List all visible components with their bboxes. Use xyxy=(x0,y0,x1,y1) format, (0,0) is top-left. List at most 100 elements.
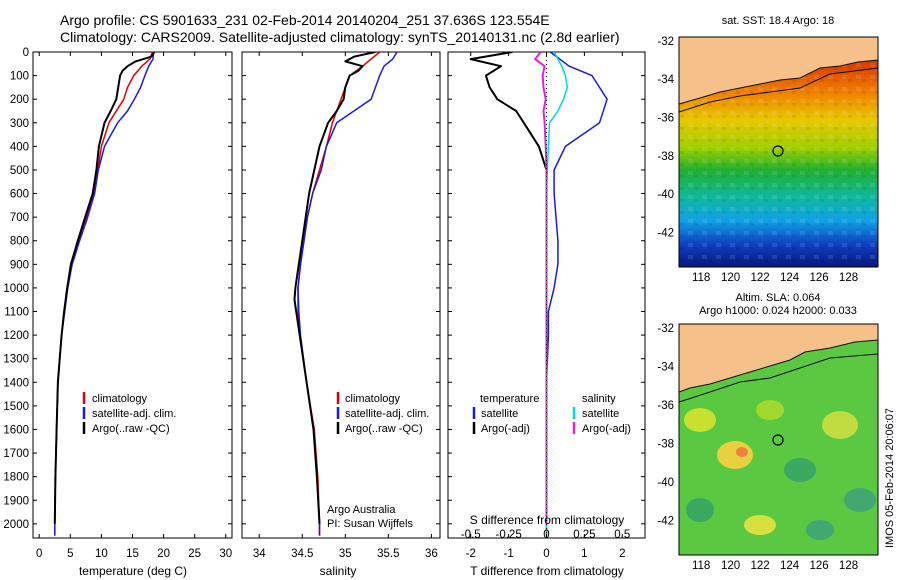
series-climatology xyxy=(297,52,381,536)
map-x-tick-label: 122 xyxy=(750,560,769,572)
legend-label: climatology xyxy=(345,393,401,405)
map-y-tick-label: -36 xyxy=(657,113,674,125)
legend-label: satellite xyxy=(582,408,619,420)
series-t-satellite xyxy=(545,52,608,536)
x-tick-label: 34 xyxy=(253,548,266,560)
legend-label: satellite-adj. clim. xyxy=(92,408,176,420)
map-x-tick-label: 124 xyxy=(780,560,800,572)
sla-map-frame xyxy=(678,323,879,556)
series-argo-raw-qc- xyxy=(293,52,376,524)
difference-xlabel: T difference from climatology xyxy=(470,564,624,578)
series-s-argo-adj- xyxy=(534,52,548,524)
x-tick-label: 25 xyxy=(188,548,201,560)
x-tick-label: 36 xyxy=(425,548,438,560)
sla-map-image xyxy=(679,324,878,555)
salinity-xlabel: salinity xyxy=(320,564,357,578)
series-t-argo-adj- xyxy=(469,52,548,524)
map-y-tick-label: -34 xyxy=(657,361,674,373)
temperature-legend: climatology satellite-adj. clim. Argo(..… xyxy=(82,392,176,435)
x-tick-label: 34.5 xyxy=(291,548,313,560)
y-tick-label: 900 xyxy=(10,259,29,271)
x-tick-label: 1 xyxy=(581,548,587,560)
y-tick-label: 200 xyxy=(10,94,29,106)
legend-label: Argo(..raw -QC) xyxy=(92,423,170,435)
map-x-tick-label: 120 xyxy=(721,560,740,572)
map-y-tick-label: -38 xyxy=(657,438,674,450)
legend-label: Argo(-adj) xyxy=(481,423,530,435)
map-x-tick-label: 126 xyxy=(809,560,828,572)
y-tick-label: 1700 xyxy=(3,448,29,460)
x-tick-label-s: 0.25 xyxy=(573,529,595,541)
sst-map-image xyxy=(679,37,878,267)
x-tick-label: 10 xyxy=(95,548,108,560)
y-tick-label: 2000 xyxy=(3,519,29,531)
x-tick-label-s: -0.5 xyxy=(461,529,481,541)
x-tick-label: 2 xyxy=(619,548,625,560)
map-y-tick-label: -40 xyxy=(657,189,674,201)
timestamp-stamp: IMOS 05-Feb-2014 20:06:07 xyxy=(884,408,896,548)
legend-title-salinity: salinity xyxy=(582,393,616,405)
map-y-tick-label: -42 xyxy=(657,515,674,527)
x-tick-label-s: -0.25 xyxy=(496,529,522,541)
salinity-legend: climatology satellite-adj. clim. Argo(..… xyxy=(336,392,429,435)
y-tick-label: 100 xyxy=(10,71,29,83)
map-x-tick-label: 128 xyxy=(839,560,858,572)
temperature-xlabel: temperature (deg C) xyxy=(79,564,187,578)
y-tick-label: 300 xyxy=(10,118,29,130)
title-line-2: Climatology: CARS2009. Satellite-adjuste… xyxy=(60,29,620,45)
x-tick-label-s: 0 xyxy=(543,529,549,541)
legend-label: satellite xyxy=(481,408,518,420)
map-x-tick-label: 128 xyxy=(839,272,858,284)
map-x-tick-label: 124 xyxy=(780,272,800,284)
legend-label: Argo(..raw -QC) xyxy=(345,423,423,435)
map-y-tick-label: -34 xyxy=(657,74,674,86)
legend-label: climatology xyxy=(92,393,148,405)
sst-map-title: sat. SST: 18.4 Argo: 18 xyxy=(722,15,835,27)
legend-title-temperature: temperature xyxy=(480,393,539,405)
x-tick-label: 35.5 xyxy=(377,548,399,560)
sla-map-title: Altim. SLA: 0.064 xyxy=(736,292,821,304)
annotation-argo-australia: Argo Australia xyxy=(327,504,396,516)
annotation-pi: PI: Susan Wijffels xyxy=(327,518,413,530)
x-tick-label: 0 xyxy=(36,548,42,560)
y-tick-label: 800 xyxy=(10,236,29,248)
difference-xlabel-top: S difference from climatology xyxy=(470,513,625,527)
temperature-axes xyxy=(32,51,233,539)
map-y-tick-label: -32 xyxy=(657,323,674,335)
y-tick-label: 400 xyxy=(10,141,29,153)
map-x-tick-label: 122 xyxy=(750,272,769,284)
x-tick-label: 35 xyxy=(339,548,352,560)
temperature-lines xyxy=(53,52,156,536)
map-x-tick-label: 118 xyxy=(692,560,710,572)
y-tick-label: 0 xyxy=(23,47,29,59)
map-x-tick-label: 120 xyxy=(721,272,740,284)
sla-map-subtitle: Argo h1000: 0.024 h2000: 0.033 xyxy=(699,305,857,317)
y-tick-label: 1200 xyxy=(3,330,29,342)
y-tick-label: 700 xyxy=(10,212,29,224)
y-tick-label: 1600 xyxy=(3,424,29,436)
x-tick-label: -2 xyxy=(466,548,476,560)
x-tick-label-s: 0.5 xyxy=(614,529,630,541)
salinity-lines xyxy=(293,52,398,536)
map-y-tick-label: -42 xyxy=(657,228,674,240)
x-tick-label: -1 xyxy=(503,548,513,560)
map-x-tick-label: 126 xyxy=(809,272,828,284)
y-tick-label: 600 xyxy=(10,189,29,201)
legend-label: Argo(-adj) xyxy=(582,423,631,435)
map-y-tick-label: -38 xyxy=(657,151,674,163)
x-tick-label: 30 xyxy=(219,548,232,560)
title-line-1: Argo profile: CS 5901633_231 02-Feb-2014… xyxy=(60,12,550,28)
difference-legend: temperature salinity satellite Argo(-adj… xyxy=(472,393,631,435)
series-s-satellite xyxy=(545,52,569,536)
salinity-axes xyxy=(241,51,441,539)
y-tick-label: 1000 xyxy=(3,283,29,295)
map-y-tick-label: -36 xyxy=(657,400,674,412)
x-tick-label: 15 xyxy=(126,548,139,560)
map-y-tick-label: -32 xyxy=(657,36,674,48)
map-y-tick-label: -40 xyxy=(657,477,674,489)
map-x-tick-label: 118 xyxy=(692,272,710,284)
sst-map-frame xyxy=(678,36,879,268)
x-tick-label: 5 xyxy=(67,548,73,560)
series-satellite-adj-clim- xyxy=(297,52,398,536)
